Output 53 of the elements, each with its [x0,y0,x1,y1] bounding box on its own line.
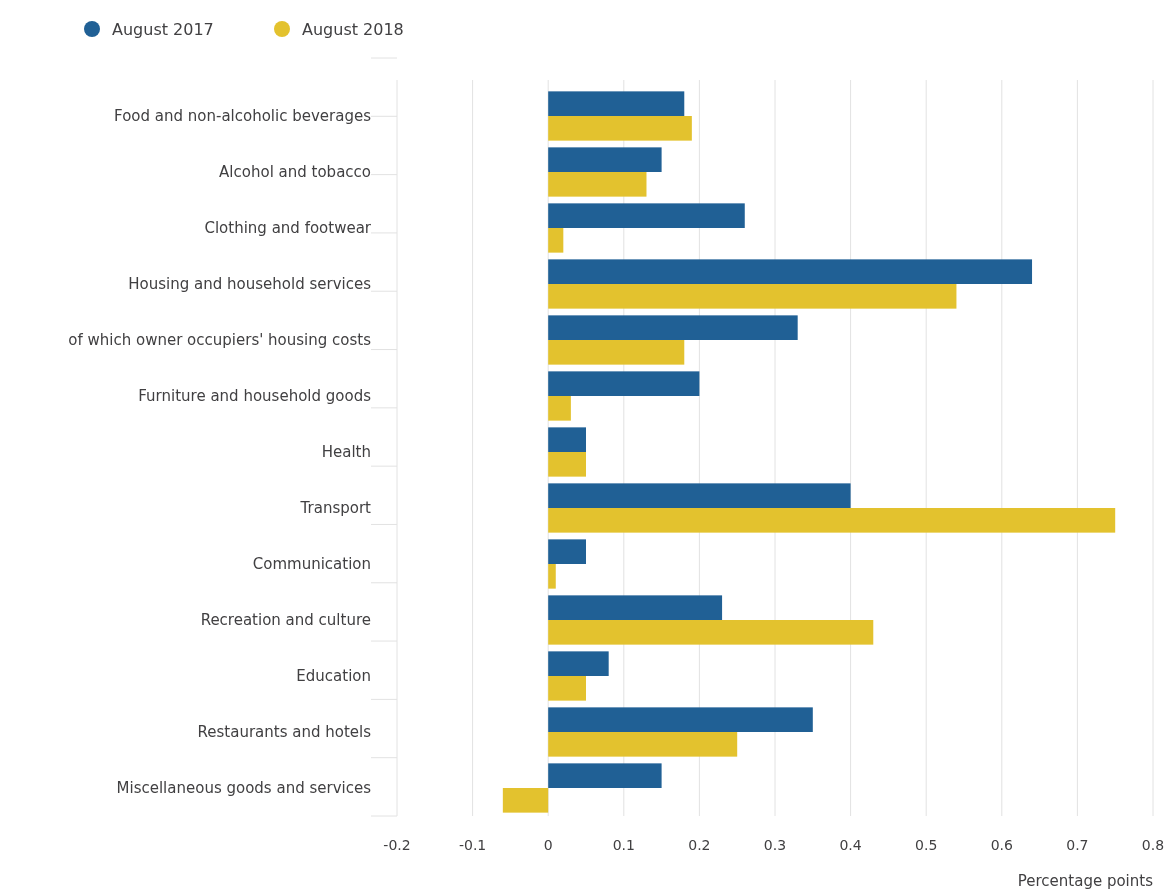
bar [548,763,662,788]
bar [548,91,685,116]
x-tick-label: 0.1 [612,837,635,853]
y-tick-label: Health [321,443,371,462]
bar [548,259,1033,284]
y-tick-label: Restaurants and hotels [197,723,372,742]
legend-label: August 2017 [112,19,214,39]
y-tick-label: Miscellaneous goods and services [116,779,372,798]
bar [548,172,647,197]
x-tick-label: -0.1 [458,837,487,853]
y-tick-label: Food and non-alcoholic beverages [114,107,372,126]
bar [548,452,586,477]
bar [548,371,700,396]
bar [548,732,738,757]
bar [548,228,564,253]
x-axis-title: Percentage points [1017,872,1154,890]
bar [548,620,874,645]
y-tick-label: Education [296,667,371,686]
bar [502,788,549,813]
bar [548,651,609,676]
bar [548,595,723,620]
legend-label: August 2018 [302,19,404,39]
x-tick-label: 0.6 [990,837,1014,853]
y-tick-label: Housing and household services [128,275,372,294]
bar [548,203,745,228]
y-tick-label: Alcohol and tobacco [219,163,371,182]
bar [548,315,798,340]
x-tick-label: 0.4 [839,837,862,853]
bar [548,539,586,564]
x-tick-label: 0.8 [1141,837,1165,853]
x-tick-label: 0.7 [1066,837,1089,853]
y-tick-label: Clothing and footwear [204,219,372,238]
bar [548,340,685,365]
y-tick-label: Recreation and culture [200,611,371,630]
bar [548,396,571,421]
bar [548,116,692,141]
bar [548,284,957,309]
bar [548,707,813,732]
x-tick-label: 0.3 [763,837,787,853]
x-tick-label: 0.2 [688,837,711,853]
bar [548,676,586,701]
bar [548,147,662,172]
y-tick-label: Communication [252,555,371,574]
x-tick-label: 0.5 [915,837,938,853]
x-tick-label: -0.2 [383,837,411,853]
y-tick-label: Furniture and household goods [138,387,372,406]
y-tick-label: of which owner occupiers' housing costs [68,331,372,350]
bar [548,564,556,589]
bar [548,508,1116,533]
y-tick-label: Transport [299,499,372,518]
bar [548,427,586,452]
bar [548,483,851,508]
x-tick-label: 0 [543,837,553,853]
